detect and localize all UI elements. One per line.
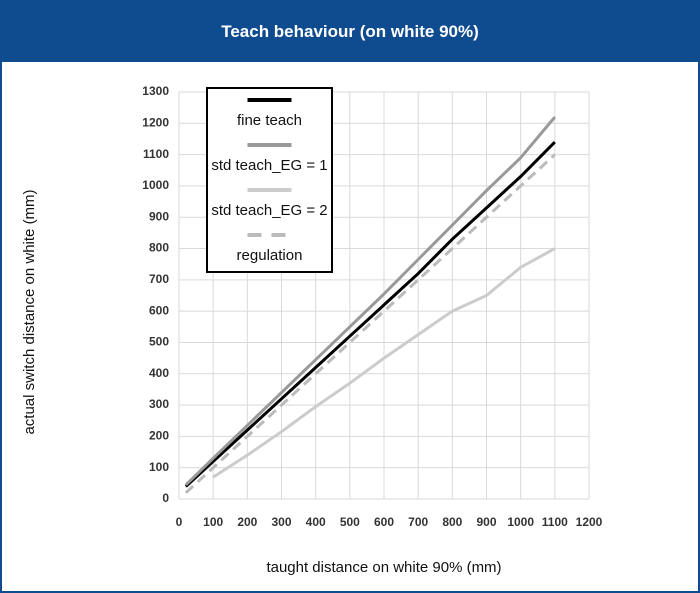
header-title: Teach behaviour (on white 90%) [2, 2, 698, 62]
x-tick-label: 1000 [507, 515, 534, 529]
x-tick-label: 500 [340, 515, 360, 529]
y-tick-label: 200 [149, 429, 169, 443]
y-tick-label: 900 [149, 209, 169, 223]
chart: actual switch distance on white (mm) tau… [21, 84, 603, 576]
y-tick-label: 600 [149, 303, 169, 317]
y-tick-label: 300 [149, 397, 169, 411]
y-tick-label: 1300 [142, 84, 169, 98]
x-tick-label: 200 [237, 515, 257, 529]
legend-box [206, 87, 333, 273]
y-tick-label: 1200 [142, 115, 169, 129]
x-tick-label: 700 [408, 515, 428, 529]
x-tick-label: 400 [306, 515, 326, 529]
y-tick-label: 500 [149, 335, 169, 349]
y-tick-label: 0 [162, 491, 169, 505]
x-tick-label: 300 [271, 515, 291, 529]
x-tick-label: 900 [476, 515, 496, 529]
y-tick-label: 100 [149, 460, 169, 474]
legend-label: fine teach [237, 112, 302, 129]
series-line [212, 247, 556, 479]
y-tick-label: 1100 [143, 147, 169, 161]
x-tick-label: 600 [374, 515, 394, 529]
y-axis-label: actual switch distance on white (mm) [21, 189, 38, 434]
x-tick-label: 800 [442, 515, 462, 529]
y-tick-label: 1000 [142, 178, 169, 192]
series-line [184, 141, 556, 488]
legend-label: std teach_EG = 1 [211, 157, 327, 174]
y-tick-label: 400 [149, 366, 169, 380]
x-axis-label: taught distance on white 90% (mm) [266, 559, 501, 576]
legend-label: regulation [237, 247, 303, 264]
y-tick-label: 800 [149, 241, 169, 255]
x-tick-label: 0 [176, 515, 183, 529]
y-tick-label: 700 [149, 272, 169, 286]
x-tick-label: 1200 [576, 515, 603, 529]
series-line [184, 153, 556, 494]
x-tick-label: 100 [203, 515, 223, 529]
x-tick-label: 1100 [542, 515, 568, 529]
series-line [184, 116, 556, 486]
legend-label: std teach_EG = 2 [211, 202, 327, 219]
